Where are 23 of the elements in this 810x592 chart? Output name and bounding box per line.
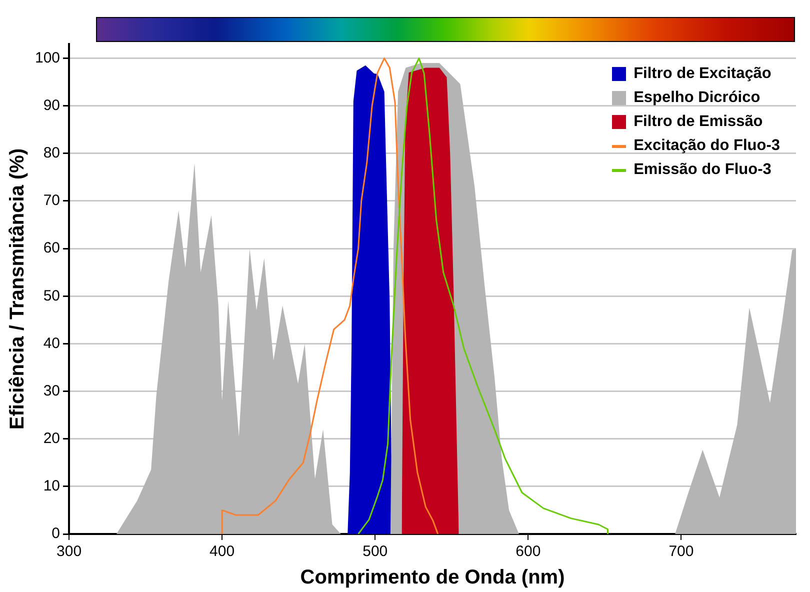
y-tick-label: 50 [43, 287, 60, 304]
legend-label: Filtro de Emissão [634, 112, 763, 132]
y-tick-label: 70 [43, 192, 60, 210]
x-tick-label: 400 [210, 543, 235, 560]
y-axis-title: Eficiência / Transmitância (%) [6, 148, 29, 430]
legend-label: Emissão do Fluo-3 [634, 160, 772, 180]
legend-label: Espelho Dicróico [634, 88, 760, 108]
y-tick-label: 60 [43, 240, 60, 257]
legend-label: Filtro de Excitação [634, 64, 772, 84]
x-axis-title: Comprimento de Onda (nm) [300, 566, 565, 589]
x-tick-label: 300 [56, 543, 82, 560]
y-tick-label: 30 [43, 382, 60, 400]
x-tick-label: 500 [362, 543, 388, 560]
y-tick-label: 90 [43, 96, 60, 114]
y-tick-label: 10 [43, 478, 60, 495]
y-tick-label: 80 [43, 144, 60, 162]
y-tick-label: 20 [43, 430, 60, 447]
y-tick-label: 0 [52, 525, 60, 542]
legend-label: Excitação do Fluo-3 [634, 136, 780, 156]
y-tick-label: 100 [34, 49, 60, 66]
y-tick-label: 40 [43, 334, 60, 352]
x-tick-label: 600 [516, 543, 541, 560]
x-tick-label: 700 [668, 543, 694, 560]
